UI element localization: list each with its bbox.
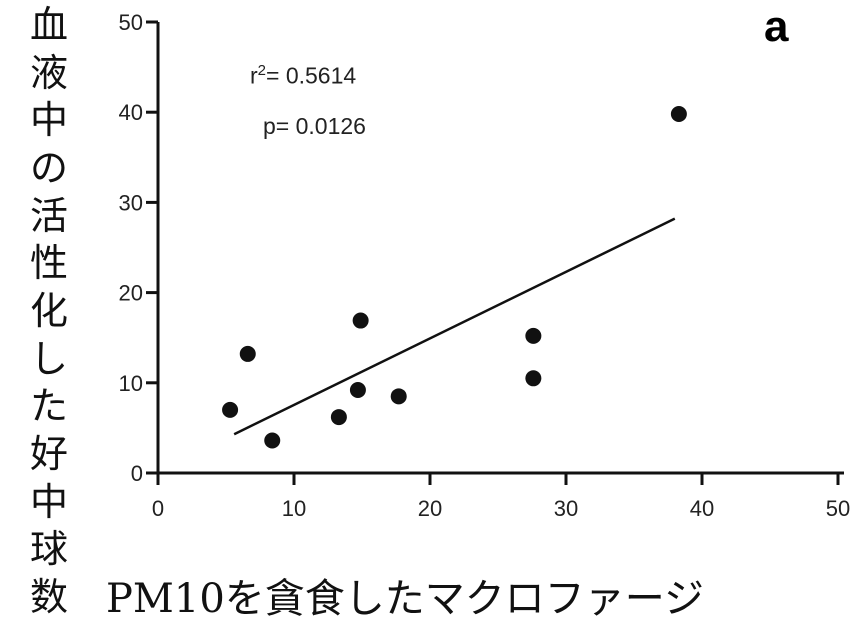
p-value-annotation: p= 0.0126 [263, 113, 366, 139]
y-axis-label-char: 好 [29, 431, 68, 476]
data-point [330, 409, 347, 426]
y-tick-label: 0 [131, 461, 143, 486]
axes: 0 10 20 30 40 50 0 10 20 30 40 50 [119, 10, 851, 521]
data-point [525, 370, 542, 387]
y-tick-label: 40 [119, 100, 143, 125]
y-axis-label-char: 中 [29, 98, 68, 143]
data-point [239, 345, 256, 362]
y-axis-label-char: 液 [29, 50, 68, 95]
r-squared-annotation: r2= 0.5614 [250, 62, 357, 89]
data-point [390, 388, 407, 405]
regression-line [233, 217, 676, 436]
y-tick-label: 30 [119, 190, 143, 215]
x-tick-label: 40 [690, 496, 714, 521]
x-tick-label: 30 [554, 496, 578, 521]
data-point [352, 312, 369, 329]
scatter-chart: 0 10 20 30 40 50 0 10 20 30 40 50 [119, 10, 851, 521]
data-point [222, 401, 239, 418]
y-axis-label-char: 球 [29, 527, 68, 572]
y-axis-label-char: 数 [29, 574, 68, 619]
y-axis-label-char: 血 [29, 3, 68, 47]
x-axis-label: PM10を貪食したマクロファージ [106, 576, 704, 622]
panel-label: a [764, 2, 789, 51]
data-point [349, 382, 366, 399]
x-tick-label: 10 [282, 496, 306, 521]
data-points [222, 106, 687, 449]
data-point [264, 432, 281, 449]
y-axis-label: 血液中の活性化した好中球数 [22, 6, 76, 618]
y-axis-label-char: 中 [29, 479, 68, 524]
y-axis-label-char: し [29, 336, 68, 381]
y-tick-label: 50 [119, 10, 143, 35]
x-tick-label: 20 [418, 496, 442, 521]
x-tick-label: 0 [152, 496, 164, 521]
r-squared-value: = 0.5614 [266, 62, 357, 89]
y-tick-label: 10 [119, 371, 143, 396]
y-tick-label: 20 [119, 281, 143, 306]
y-axis-label-char: 化 [29, 288, 68, 333]
y-axis-label-char: た [29, 384, 68, 429]
data-point [670, 106, 687, 123]
data-point [525, 327, 542, 344]
x-tick-label: 50 [826, 496, 850, 521]
y-axis-label-char: 活 [29, 193, 68, 238]
y-axis-label-char: の [29, 145, 68, 190]
regression-line-group [233, 217, 676, 436]
y-axis-label-char: 性 [29, 241, 68, 286]
